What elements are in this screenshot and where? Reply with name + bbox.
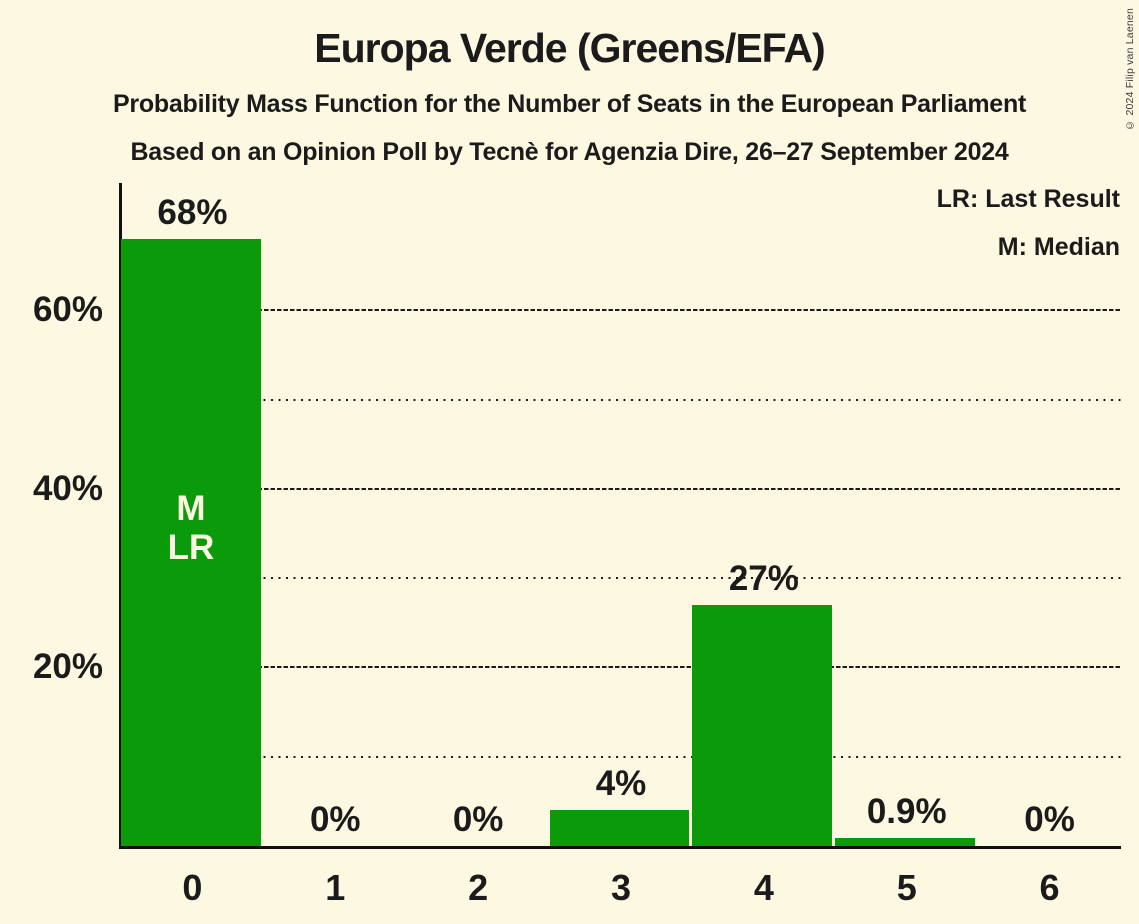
major-gridline-40pct bbox=[121, 488, 1121, 490]
major-gridline-60pct bbox=[121, 309, 1121, 311]
x-tick-label-6: 6 bbox=[1039, 867, 1060, 908]
bar-value-label-seat-6: 0% bbox=[1024, 800, 1075, 839]
chart-legend: LR: Last Result M: Median bbox=[937, 175, 1120, 271]
x-tick-label-0: 0 bbox=[182, 867, 203, 908]
median-last-result-marker: M LR bbox=[121, 489, 261, 567]
legend-last-result: LR: Last Result bbox=[936, 185, 1120, 213]
minor-gridline-10pct bbox=[121, 756, 1121, 758]
bar-value-label-seat-4: 27% bbox=[728, 559, 799, 598]
bar-seat-0 bbox=[121, 239, 261, 846]
x-tick-label-3: 3 bbox=[610, 867, 631, 908]
marker-line-lr: LR bbox=[167, 528, 215, 567]
bar-value-label-seat-1: 0% bbox=[309, 800, 361, 839]
minor-gridline-30pct bbox=[121, 577, 1121, 579]
x-axis-line bbox=[119, 846, 1121, 849]
y-axis-label-20pct: 20% bbox=[32, 647, 103, 686]
bar-value-label-seat-2: 0% bbox=[452, 800, 504, 839]
bar-value-label-seat-0: 68% bbox=[157, 193, 228, 232]
x-tick-label-2: 2 bbox=[468, 867, 489, 908]
minor-gridline-50pct bbox=[121, 399, 1121, 401]
bar-seat-4 bbox=[692, 605, 833, 846]
bar-value-label-seat-5: 0.9% bbox=[866, 792, 947, 831]
x-tick-label-4: 4 bbox=[753, 867, 774, 908]
major-gridline-20pct bbox=[121, 666, 1121, 668]
x-tick-label-1: 1 bbox=[325, 867, 346, 908]
y-axis-label-60pct: 60% bbox=[32, 290, 103, 329]
bar-value-label-seat-3: 4% bbox=[595, 764, 647, 803]
bar-seat-3 bbox=[549, 810, 690, 846]
y-axis-label-40pct: 40% bbox=[32, 469, 103, 508]
legend-median: M: Median bbox=[997, 233, 1120, 261]
chart-subtitle-poll: Based on an Opinion Poll by Tecnè for Ag… bbox=[130, 138, 1009, 166]
chart-subtitle-pmf: Probability Mass Function for the Number… bbox=[112, 90, 1027, 118]
x-tick-label-5: 5 bbox=[896, 867, 917, 908]
y-axis-line bbox=[119, 183, 122, 849]
chart-title: Europa Verde (Greens/EFA) bbox=[314, 25, 825, 71]
bar-seat-5 bbox=[835, 838, 976, 846]
marker-line-m: M bbox=[176, 489, 206, 528]
